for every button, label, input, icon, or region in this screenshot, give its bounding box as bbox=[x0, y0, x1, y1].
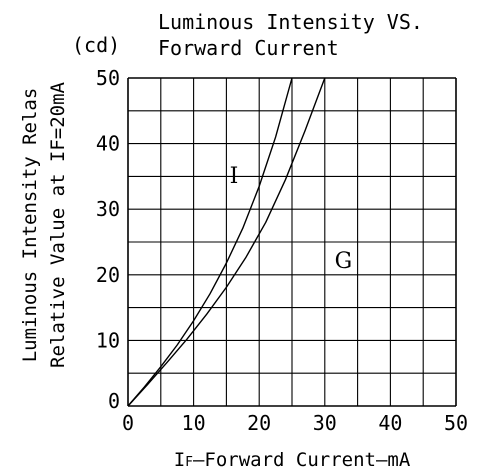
x-axis-label-sub: F bbox=[185, 455, 193, 470]
series-line-G bbox=[127, 77, 326, 407]
tick-labels: 0 10 20 30 40 50 0 10 20 30 40 50 bbox=[96, 66, 468, 435]
x-axis-label: IF—Forward Current—mA bbox=[174, 449, 411, 471]
x-axis-label-i: I bbox=[174, 449, 185, 471]
chart-title-line2: Forward Current bbox=[158, 36, 339, 60]
x-tick-label: 20 bbox=[247, 411, 271, 435]
series-line-I bbox=[127, 77, 293, 407]
series-lines bbox=[127, 77, 326, 407]
x-tick-label: 50 bbox=[444, 411, 468, 435]
series-labels: IG bbox=[230, 164, 353, 274]
x-tick-label: 0 bbox=[122, 411, 134, 435]
y-axis-label-line2: Relative Value at IF=20mA bbox=[47, 81, 69, 368]
y-tick-label: 10 bbox=[96, 328, 120, 352]
y-tick-label: 20 bbox=[96, 263, 120, 287]
y-tick-label: 30 bbox=[96, 197, 120, 221]
y-axis-label-line1: Luminous Intensity Relas bbox=[19, 88, 41, 363]
x-axis-label-rest: —Forward Current—mA bbox=[193, 449, 411, 471]
grid bbox=[127, 77, 457, 407]
x-tick-label: 30 bbox=[313, 411, 337, 435]
y-tick-label: 0 bbox=[108, 389, 120, 413]
x-tick-label: 10 bbox=[182, 411, 206, 435]
y-tick-label: 40 bbox=[96, 132, 120, 156]
series-label-G: G bbox=[335, 249, 353, 274]
series-label-I: I bbox=[230, 164, 239, 189]
x-tick-label: 40 bbox=[378, 411, 402, 435]
chart-title-line1: Luminous Intensity VS. bbox=[158, 10, 423, 34]
y-tick-label: 50 bbox=[96, 66, 120, 90]
y-unit-label: (cd) bbox=[72, 33, 120, 57]
